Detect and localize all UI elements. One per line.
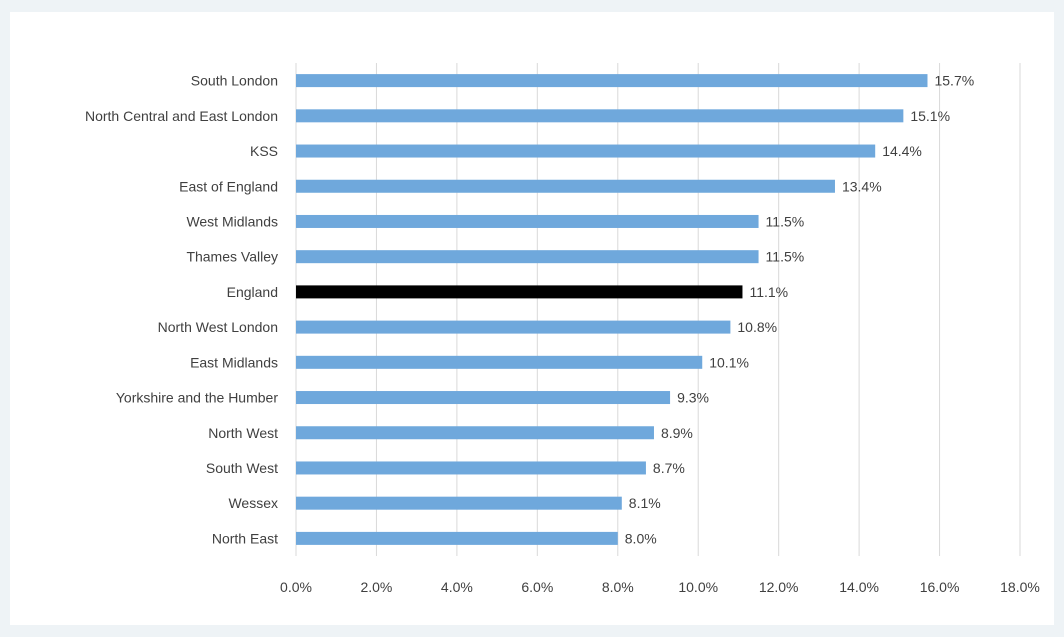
data-label: 10.8% <box>737 319 777 335</box>
data-label: 8.0% <box>625 530 657 546</box>
x-tick-label: 10.0% <box>678 579 718 595</box>
bar <box>296 144 876 158</box>
bar <box>296 391 671 405</box>
data-label: 11.5% <box>766 213 805 229</box>
bar <box>296 496 622 510</box>
category-label: England <box>227 284 278 300</box>
x-tick-label: 16.0% <box>920 579 960 595</box>
data-label: 15.7% <box>934 73 974 89</box>
data-label: 8.7% <box>653 460 685 476</box>
data-label: 9.3% <box>677 390 709 406</box>
data-label: 8.9% <box>661 425 693 441</box>
x-tick-label: 6.0% <box>521 579 553 595</box>
bar-highlight <box>296 285 743 299</box>
bar <box>296 531 618 545</box>
category-label: Thames Valley <box>186 249 278 265</box>
bar <box>296 179 835 193</box>
category-label: South West <box>206 460 278 476</box>
category-label: KSS <box>250 143 278 159</box>
x-tick-label: 2.0% <box>360 579 392 595</box>
data-label: 13.4% <box>842 178 882 194</box>
chart-panel: 0.0% 2.0% 4.0% 6.0% 8.0% 10.0% 12.0% 14.0% 16.0%… <box>10 12 1054 625</box>
data-label: 8.1% <box>629 495 661 511</box>
category-label: East Midlands <box>190 354 278 370</box>
bar <box>296 461 646 475</box>
x-tick-label: 14.0% <box>839 579 879 595</box>
bar <box>296 214 759 228</box>
x-tick-label: 8.0% <box>602 579 634 595</box>
x-tick-label: 12.0% <box>759 579 799 595</box>
category-label: North West <box>208 425 278 441</box>
x-tick-label: 0.0% <box>280 579 312 595</box>
category-label: North East <box>212 530 278 546</box>
category-label: Yorkshire and the Humber <box>116 390 278 406</box>
x-tick-label: 4.0% <box>441 579 473 595</box>
category-label: South London <box>191 73 278 89</box>
bar <box>296 74 928 88</box>
category-label: North West London <box>158 319 278 335</box>
data-label: 15.1% <box>910 108 950 124</box>
bar <box>296 320 731 334</box>
category-label: North Central and East London <box>85 108 278 124</box>
category-label: West Midlands <box>186 213 278 229</box>
data-label: 11.1% <box>749 284 788 300</box>
data-label: 14.4% <box>882 143 922 159</box>
category-label: East of England <box>179 178 278 194</box>
bar-chart: 0.0% 2.0% 4.0% 6.0% 8.0% 10.0% 12.0% 14.0% 16.0%… <box>85 63 1040 595</box>
data-label: 10.1% <box>709 354 749 370</box>
bar <box>296 426 654 440</box>
bar <box>296 109 904 123</box>
category-label: Wessex <box>228 495 278 511</box>
bar <box>296 355 703 369</box>
x-tick-label: 18.0% <box>1000 579 1040 595</box>
data-label: 11.5% <box>766 249 805 265</box>
bar <box>296 250 759 264</box>
